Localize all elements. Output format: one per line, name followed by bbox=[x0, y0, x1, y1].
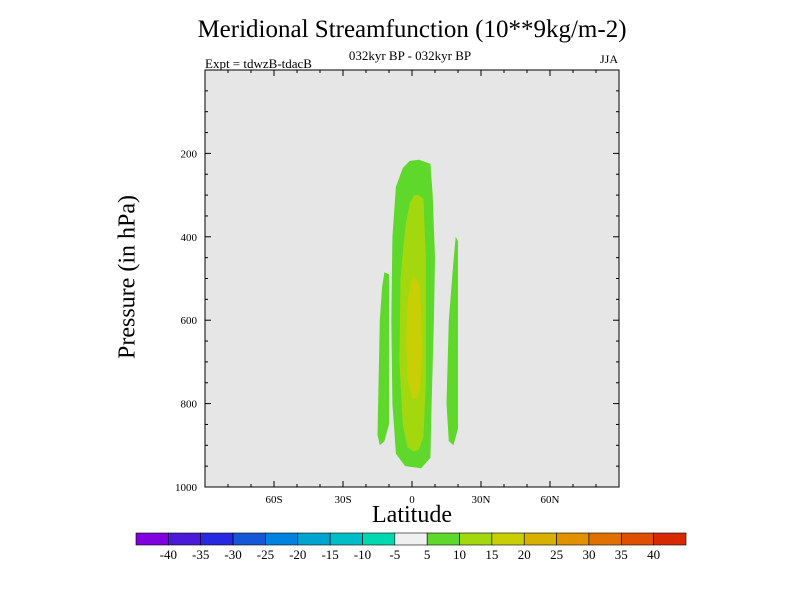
colorbar-swatch bbox=[588, 532, 622, 546]
colorbar-swatch bbox=[168, 532, 202, 546]
colorbar-label: 20 bbox=[518, 547, 531, 562]
colorbar-swatch bbox=[459, 532, 493, 546]
colorbar-label: 5 bbox=[424, 547, 431, 562]
colorbar-swatch bbox=[426, 532, 460, 546]
x-tick-label: 60N bbox=[541, 494, 560, 506]
colorbar-label: -5 bbox=[389, 547, 400, 562]
colorbar-label: -20 bbox=[289, 547, 306, 562]
colorbar-swatch bbox=[200, 532, 234, 546]
colorbar-swatch bbox=[232, 532, 266, 546]
x-tick-label: 30N bbox=[472, 494, 491, 506]
colorbar-swatch bbox=[653, 532, 687, 546]
colorbar-label: 35 bbox=[615, 547, 628, 562]
colorbar-swatch bbox=[297, 532, 331, 546]
chart-title: Meridional Streamfunction (10**9kg/m-2) bbox=[197, 16, 627, 43]
colorbar-swatch bbox=[620, 532, 654, 546]
colorbar-label: -30 bbox=[224, 547, 241, 562]
colorbar-swatch bbox=[135, 532, 169, 546]
experiment-label: Expt = tdwzB-tdacB bbox=[205, 56, 312, 71]
colorbar-label: -15 bbox=[321, 547, 338, 562]
colorbar-label: -10 bbox=[354, 547, 371, 562]
x-tick-label: 60S bbox=[265, 494, 282, 506]
colorbar-swatch bbox=[394, 532, 428, 546]
colorbar-swatch bbox=[362, 532, 396, 546]
season-label: JJA bbox=[599, 52, 618, 66]
colorbar-label: 15 bbox=[485, 547, 498, 562]
colorbar-swatch bbox=[523, 532, 557, 546]
contour-region-5-to-10 bbox=[377, 272, 389, 446]
colorbar-label: 25 bbox=[550, 547, 563, 562]
colorbar-label: -25 bbox=[257, 547, 274, 562]
y-tick-label: 1000 bbox=[175, 482, 198, 494]
colorbar-swatch bbox=[329, 532, 363, 546]
x-axis-title: Latitude bbox=[372, 502, 452, 528]
colorbar-label: 40 bbox=[647, 547, 660, 562]
colorbar-swatch bbox=[491, 532, 525, 546]
x-tick-label: 0 bbox=[409, 494, 415, 506]
y-tick-label: 400 bbox=[181, 232, 198, 244]
contour-region-15-to-20 bbox=[406, 276, 423, 400]
y-tick-label: 800 bbox=[181, 399, 198, 411]
colorbar-swatch bbox=[265, 532, 299, 546]
contour-region-5-to-10 bbox=[446, 236, 458, 446]
y-tick-label: 600 bbox=[181, 315, 198, 327]
colorbar-swatch bbox=[556, 532, 590, 546]
chart-subtitle: 032kyr BP - 032kyr BP bbox=[348, 48, 472, 63]
colorbar-label: -40 bbox=[160, 547, 177, 562]
colorbar-label: 30 bbox=[582, 547, 595, 562]
colorbar-label: 10 bbox=[453, 547, 466, 562]
colorbar-label: -35 bbox=[192, 547, 209, 562]
y-tick-label: 200 bbox=[181, 148, 198, 160]
x-tick-label: 30S bbox=[334, 494, 351, 506]
